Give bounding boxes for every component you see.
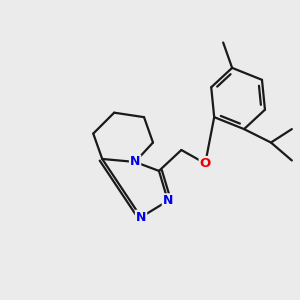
- Text: N: N: [130, 155, 140, 168]
- Text: O: O: [200, 157, 211, 170]
- Text: N: N: [136, 211, 146, 224]
- Text: N: N: [163, 194, 173, 207]
